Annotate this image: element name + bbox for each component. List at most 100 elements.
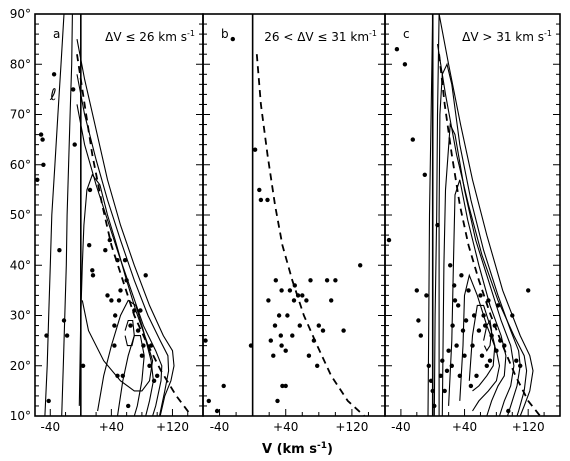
data-point <box>279 343 284 348</box>
data-point <box>87 187 93 193</box>
y-tick-labels: 10° 20° 30° 40° 50° 60° 70° 80° 90° <box>10 7 31 423</box>
data-point <box>214 408 220 414</box>
x-axis-label-close: ) <box>327 442 333 457</box>
data-point <box>64 333 70 338</box>
data-point <box>306 353 312 358</box>
data-point <box>44 333 49 338</box>
data-point <box>275 398 280 404</box>
data-point <box>324 278 330 283</box>
contour-line <box>116 335 145 417</box>
data-point <box>285 313 290 318</box>
range-label-sup: -1 <box>369 29 377 38</box>
data-point <box>283 383 288 389</box>
data-point <box>329 298 334 303</box>
contour-line <box>438 62 521 417</box>
contour-line <box>427 13 434 417</box>
data-point <box>122 258 128 263</box>
data-point <box>113 313 118 318</box>
panel-range-label: 26 < ΔV ≤ 31 km-1 <box>264 29 377 44</box>
data-point <box>290 333 295 338</box>
data-point <box>333 278 338 283</box>
data-point <box>479 353 485 358</box>
y-tick-label: 10° <box>10 409 31 423</box>
data-point <box>35 177 40 182</box>
data-point <box>248 343 254 348</box>
contour-line <box>97 299 154 417</box>
data-point <box>278 333 283 338</box>
data-point <box>46 398 51 404</box>
data-point <box>449 363 454 368</box>
data-point <box>432 403 437 409</box>
data-point <box>518 363 523 368</box>
data-point <box>126 403 131 409</box>
x-axis-label: V (km s-1) <box>262 441 333 457</box>
contour-line <box>459 273 501 412</box>
x-tick-label: +40 <box>452 420 477 434</box>
y-tick-label: 50° <box>10 208 31 222</box>
contour-line <box>44 13 65 417</box>
contour-line <box>76 38 175 417</box>
data-point <box>402 62 408 67</box>
data-point <box>268 338 273 343</box>
panel-range-label: ΔV ≤ 26 km s-1 <box>105 29 195 44</box>
data-point <box>115 373 120 378</box>
data-point <box>291 298 297 303</box>
data-point <box>308 278 313 283</box>
range-label-sup: -1 <box>187 29 195 38</box>
data-point <box>203 338 208 343</box>
contour-line <box>441 122 515 417</box>
data-point <box>71 87 76 92</box>
data-point <box>143 273 148 278</box>
data-point <box>112 343 117 348</box>
data-point <box>139 353 145 358</box>
range-label-sup: -1 <box>544 29 552 38</box>
data-point <box>300 293 305 298</box>
data-point <box>410 137 415 142</box>
y-axis-label: ℓ <box>49 85 57 104</box>
data-point <box>435 222 440 228</box>
data-point <box>468 383 474 389</box>
data-point <box>494 348 499 353</box>
data-point <box>151 378 157 383</box>
contour-line <box>61 13 73 417</box>
data-point <box>155 373 160 378</box>
data-point <box>230 36 235 42</box>
data-point <box>506 408 511 414</box>
data-point <box>257 187 262 193</box>
data-point <box>272 323 278 328</box>
data-point <box>502 343 507 348</box>
data-point <box>484 363 489 368</box>
data-point <box>416 318 421 323</box>
data-point <box>221 383 226 389</box>
data-point <box>474 373 479 378</box>
data-point <box>418 333 423 338</box>
data-point <box>526 288 531 293</box>
data-point <box>105 293 110 298</box>
data-point <box>481 313 486 318</box>
contour-line <box>433 13 440 417</box>
range-label-text: ΔV > 31 km s <box>462 30 544 44</box>
data-point <box>266 298 271 303</box>
data-point <box>128 323 133 328</box>
data-point <box>463 318 469 323</box>
data-point <box>112 323 117 328</box>
data-point <box>295 293 301 298</box>
x-tick-label: -40 <box>391 420 411 434</box>
data-point <box>358 263 363 268</box>
data-point <box>147 363 152 368</box>
y-tick-label: 90° <box>10 7 31 21</box>
data-point <box>341 328 346 333</box>
data-point <box>280 383 285 389</box>
data-point <box>446 348 451 353</box>
data-point <box>297 323 302 328</box>
data-point <box>386 237 392 243</box>
x-tick-label: -40 <box>40 420 60 434</box>
data-point <box>265 197 270 203</box>
data-point <box>80 363 86 368</box>
data-point <box>115 258 120 263</box>
x-tick-label: +120 <box>156 420 189 434</box>
data-point <box>124 278 129 283</box>
x-axis-label-sup: -1 <box>317 441 327 451</box>
data-point <box>452 298 458 303</box>
data-point <box>283 348 288 353</box>
